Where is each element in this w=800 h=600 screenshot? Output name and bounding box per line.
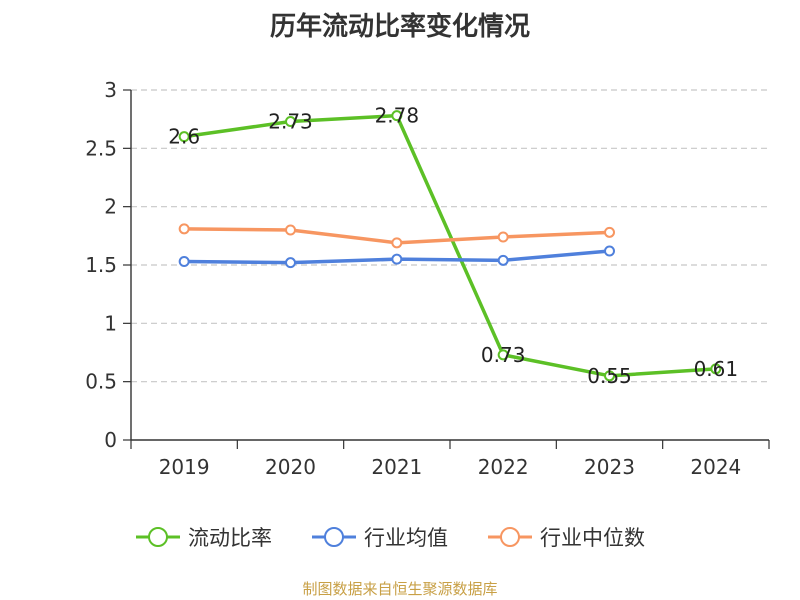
legend: 流动比率 行业均值 行业中位数 bbox=[136, 526, 645, 550]
y-tick-label: 2.5 bbox=[85, 136, 117, 160]
data-point bbox=[285, 224, 296, 236]
y-tick-label: 1.5 bbox=[85, 253, 117, 277]
legend-marker bbox=[324, 527, 344, 547]
data-point bbox=[604, 245, 615, 257]
data-point bbox=[497, 231, 509, 243]
data-point bbox=[710, 363, 722, 375]
series-line-0 bbox=[183, 113, 716, 378]
y-tick-label: 3 bbox=[104, 78, 117, 102]
x-tick-label: 2022 bbox=[478, 455, 529, 479]
source-note: 制图数据来自恒生聚源数据库 bbox=[302, 580, 498, 598]
legend-label: 流动比率 bbox=[188, 526, 272, 550]
data-point bbox=[604, 226, 615, 238]
data-point bbox=[285, 257, 296, 269]
gridlines bbox=[131, 89, 769, 383]
legend-item[interactable]: 行业中位数 bbox=[488, 526, 645, 550]
y-tick-label: 0.5 bbox=[85, 370, 117, 394]
data-point bbox=[285, 116, 296, 127]
data-label: 2.6 bbox=[168, 125, 200, 149]
data-label: 2.73 bbox=[268, 110, 313, 134]
series-lines bbox=[178, 110, 722, 382]
data-point bbox=[391, 110, 403, 122]
legend-item[interactable]: 流动比率 bbox=[136, 526, 272, 550]
x-tick-label: 2020 bbox=[265, 455, 316, 479]
legend-label: 行业中位数 bbox=[540, 526, 645, 550]
x-tick-label: 2019 bbox=[159, 455, 210, 479]
data-label: 0.73 bbox=[481, 343, 526, 367]
x-tick-label: 2024 bbox=[690, 455, 741, 479]
data-point bbox=[497, 254, 509, 266]
legend-label: 行业均值 bbox=[364, 526, 448, 550]
x-tick-label: 2023 bbox=[584, 455, 635, 479]
data-point bbox=[391, 253, 403, 265]
data-point bbox=[178, 223, 190, 235]
x-tick-label: 2021 bbox=[371, 455, 422, 479]
data-point bbox=[604, 370, 615, 382]
data-point bbox=[178, 256, 190, 267]
y-tick-label: 0 bbox=[104, 428, 117, 452]
data-point bbox=[178, 131, 190, 143]
y-tick-label: 1 bbox=[104, 311, 117, 335]
y-tick-label: 2 bbox=[104, 195, 117, 219]
legend-marker bbox=[500, 527, 520, 547]
data-label: 0.55 bbox=[587, 364, 632, 388]
data-point bbox=[391, 237, 403, 249]
legend-item[interactable]: 行业均值 bbox=[312, 526, 448, 550]
data-label: 0.61 bbox=[694, 357, 739, 381]
data-point bbox=[497, 349, 509, 361]
data-labels: 2.6 2.73 2.78 0.73 0.55 0.61 bbox=[168, 104, 738, 388]
legend-marker bbox=[148, 527, 168, 547]
axes: 0 0.5 1 1.5 2 2.5 3 2019 2020 2021 2022 2023 2024 bbox=[85, 78, 770, 479]
data-label: 2.78 bbox=[375, 104, 420, 128]
chart-title: 历年流动比率变化情况 bbox=[269, 12, 530, 42]
